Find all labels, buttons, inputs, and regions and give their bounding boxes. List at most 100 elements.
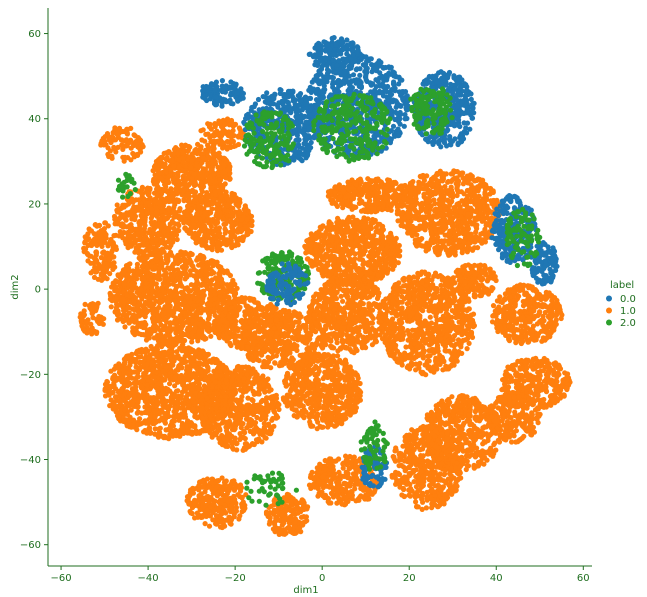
scatter-point xyxy=(156,157,161,162)
scatter-point xyxy=(203,167,208,172)
scatter-point xyxy=(222,295,227,300)
scatter-point xyxy=(174,316,179,321)
scatter-point xyxy=(246,352,251,357)
scatter-point xyxy=(268,302,273,307)
scatter-point xyxy=(216,245,221,250)
scatter-point xyxy=(182,299,187,304)
scatter-point xyxy=(223,221,228,226)
scatter-point xyxy=(157,300,162,305)
scatter-point xyxy=(155,343,160,348)
scatter-point xyxy=(107,403,112,408)
scatter-point xyxy=(121,212,126,217)
scatter-point xyxy=(266,330,271,335)
scatter-point xyxy=(149,277,154,282)
scatter-point xyxy=(141,291,146,296)
scatter-point xyxy=(138,395,143,400)
scatter-point xyxy=(192,357,197,362)
scatter-point xyxy=(170,240,175,245)
scatter-point xyxy=(136,404,141,409)
scatter-point xyxy=(270,350,275,355)
scatter-point xyxy=(143,223,148,228)
scatter-point xyxy=(188,300,193,305)
scatter-point xyxy=(153,257,158,262)
scatter-point xyxy=(154,369,159,374)
scatter-point xyxy=(115,209,120,214)
scatter-point xyxy=(187,194,192,199)
scatter-point xyxy=(208,267,213,272)
scatter-point xyxy=(299,314,304,319)
scatter-point xyxy=(161,342,166,347)
scatter-point xyxy=(136,374,141,379)
scatter-point xyxy=(124,292,129,297)
scatter-point xyxy=(177,430,182,435)
scatter-point xyxy=(160,237,165,242)
scatter-point xyxy=(152,220,157,225)
scatter-point xyxy=(136,350,141,355)
scatter-point xyxy=(233,301,238,306)
scatter-point xyxy=(180,343,185,348)
scatter-point xyxy=(193,147,198,152)
scatter-point xyxy=(206,322,211,327)
scatter-point xyxy=(206,195,211,200)
scatter-point xyxy=(138,365,143,370)
scatter-point xyxy=(160,285,165,290)
scatter-point xyxy=(157,233,162,238)
scatter-point xyxy=(180,214,185,219)
scatter-point xyxy=(109,304,114,309)
scatter-point xyxy=(204,354,209,359)
scatter-point xyxy=(214,206,219,211)
scatter-point xyxy=(127,418,132,423)
scatter-point xyxy=(192,363,197,368)
scatter-point xyxy=(167,349,172,354)
scatter-point xyxy=(209,244,214,249)
scatter-point xyxy=(205,368,210,373)
scatter-point xyxy=(151,395,156,400)
scatter-point xyxy=(215,284,220,289)
scatter-point xyxy=(204,307,209,312)
scatter-point xyxy=(130,292,135,297)
scatter-point xyxy=(131,388,136,393)
scatter-point xyxy=(218,305,223,310)
scatter-point xyxy=(189,339,194,344)
scatter-point xyxy=(200,296,205,301)
scatter-point xyxy=(191,407,196,412)
scatter-point xyxy=(259,339,264,344)
scatter-point xyxy=(237,305,242,310)
scatter-point xyxy=(172,209,177,214)
scatter-point xyxy=(232,282,237,287)
scatter-point xyxy=(287,328,292,333)
scatter-point xyxy=(155,243,160,248)
scatter-point xyxy=(264,339,269,344)
scatter-point xyxy=(244,232,249,237)
scatter-point xyxy=(269,342,274,347)
scatter-point xyxy=(235,230,240,235)
scatter-point xyxy=(148,272,153,277)
scatter-point xyxy=(289,355,294,360)
scatter-point xyxy=(120,386,125,391)
scatter-point xyxy=(247,328,252,333)
scatter-point xyxy=(167,267,172,272)
scatter-point xyxy=(131,369,136,374)
scatter-point xyxy=(118,401,123,406)
scatter-point xyxy=(132,394,137,399)
scatter-point xyxy=(128,212,133,217)
scatter-point xyxy=(142,311,147,316)
scatter-point xyxy=(274,317,279,322)
scatter-point xyxy=(134,227,139,232)
scatter-point xyxy=(209,359,214,364)
scatter-point xyxy=(203,268,208,273)
scatter-point xyxy=(172,393,177,398)
scatter-point xyxy=(240,345,245,350)
scatter-point xyxy=(297,325,302,330)
scatter-point xyxy=(313,342,318,347)
scatter-point xyxy=(121,230,126,235)
scatter-point xyxy=(168,221,173,226)
scatter-point xyxy=(153,198,158,203)
scatter-point xyxy=(134,249,139,254)
scatter-point xyxy=(190,189,195,194)
scatter-point xyxy=(163,182,168,187)
scatter-point xyxy=(183,271,188,276)
scatter-point xyxy=(226,240,231,245)
scatter-point xyxy=(222,174,227,179)
scatter-point xyxy=(108,369,113,374)
